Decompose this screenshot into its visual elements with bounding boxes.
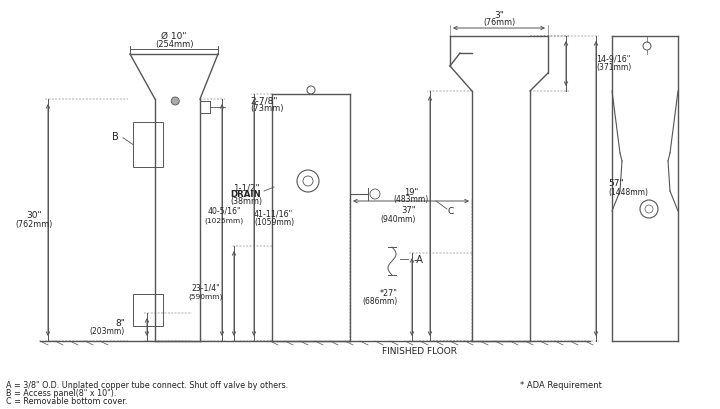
Bar — [133, 123, 163, 168]
Text: A = 3/8" O.D. Unplated copper tube connect. Shut off valve by others.: A = 3/8" O.D. Unplated copper tube conne… — [6, 380, 288, 389]
Text: 57": 57" — [608, 179, 624, 188]
Text: 19": 19" — [404, 188, 418, 197]
Text: (1025mm): (1025mm) — [204, 217, 243, 223]
Text: Ø 10": Ø 10" — [161, 31, 186, 40]
Text: 30": 30" — [26, 211, 42, 220]
Text: (762mm): (762mm) — [15, 220, 53, 229]
Circle shape — [171, 98, 179, 106]
Text: * ADA Requirement: * ADA Requirement — [520, 380, 602, 389]
Text: FINISHED FLOOR: FINISHED FLOOR — [382, 347, 457, 356]
Text: B = Access panel(8" x 10").: B = Access panel(8" x 10"). — [6, 389, 117, 398]
Text: -A: -A — [414, 254, 424, 264]
Text: (73mm): (73mm) — [250, 104, 284, 113]
Text: 41-11/16": 41-11/16" — [254, 209, 293, 218]
Text: (686mm): (686mm) — [363, 297, 398, 306]
Text: DRAIN: DRAIN — [230, 190, 261, 199]
Text: (940mm): (940mm) — [381, 215, 416, 224]
Text: (371mm): (371mm) — [596, 63, 631, 72]
Text: (483mm): (483mm) — [393, 195, 428, 204]
Text: (1448mm): (1448mm) — [608, 188, 648, 196]
Text: C = Removable bottom cover.: C = Removable bottom cover. — [6, 397, 127, 405]
Text: 23-1/4": 23-1/4" — [192, 283, 220, 292]
Text: 40-5/16": 40-5/16" — [207, 207, 240, 216]
Text: 2-7/8": 2-7/8" — [250, 96, 277, 105]
Text: (590mm): (590mm) — [189, 292, 223, 299]
Text: 1-1/2": 1-1/2" — [233, 183, 259, 192]
Text: (203mm): (203mm) — [90, 327, 125, 336]
Text: (254mm): (254mm) — [155, 39, 193, 48]
Text: 8": 8" — [115, 319, 125, 328]
Text: (38mm): (38mm) — [230, 197, 262, 206]
Text: (1059mm): (1059mm) — [254, 218, 294, 227]
Text: B: B — [112, 131, 118, 141]
Text: 3": 3" — [494, 11, 504, 20]
Text: *27": *27" — [380, 289, 398, 298]
Text: (76mm): (76mm) — [483, 18, 515, 27]
Text: 37": 37" — [402, 206, 416, 215]
Text: C: C — [448, 207, 454, 216]
Text: 14-9/16": 14-9/16" — [596, 55, 631, 64]
Bar — [133, 294, 163, 326]
